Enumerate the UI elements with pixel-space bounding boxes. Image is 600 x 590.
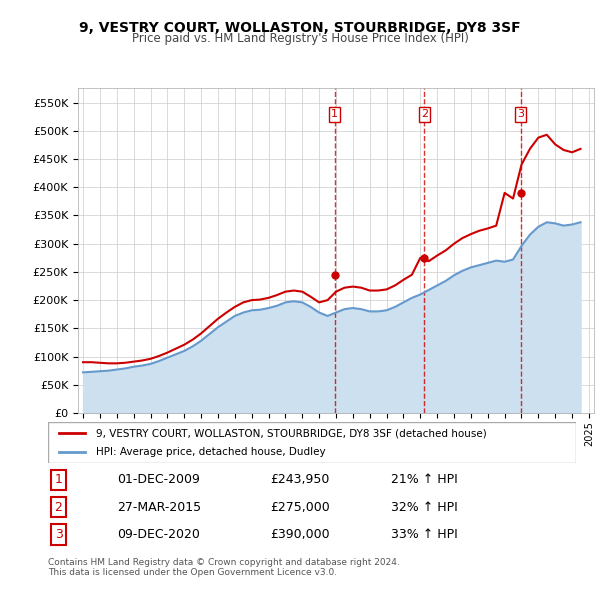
Text: This data is licensed under the Open Government Licence v3.0.: This data is licensed under the Open Gov… (48, 568, 337, 576)
Text: 1: 1 (55, 473, 62, 486)
Text: 2: 2 (421, 110, 428, 119)
Point (419, 253, 429, 263)
Text: 9, VESTRY COURT, WOLLASTON, STOURBRIDGE, DY8 3SF: 9, VESTRY COURT, WOLLASTON, STOURBRIDGE,… (79, 21, 521, 35)
Text: 01-DEC-2009: 01-DEC-2009 (116, 473, 200, 486)
FancyBboxPatch shape (48, 422, 576, 463)
Text: 1: 1 (331, 110, 338, 119)
Text: 27-MAR-2015: 27-MAR-2015 (116, 501, 201, 514)
Text: 3: 3 (55, 528, 62, 541)
Text: 21% ↑ HPI: 21% ↑ HPI (391, 473, 458, 486)
Text: £243,950: £243,950 (270, 473, 329, 486)
Text: 33% ↑ HPI: 33% ↑ HPI (391, 528, 458, 541)
Text: 3: 3 (517, 110, 524, 119)
Text: 9, VESTRY COURT, WOLLASTON, STOURBRIDGE, DY8 3SF (detached house): 9, VESTRY COURT, WOLLASTON, STOURBRIDGE,… (95, 428, 486, 438)
Text: 09-DEC-2020: 09-DEC-2020 (116, 528, 200, 541)
Text: 32% ↑ HPI: 32% ↑ HPI (391, 501, 458, 514)
Point (516, 188, 526, 198)
Point (330, 271, 340, 280)
Text: Contains HM Land Registry data © Crown copyright and database right 2024.: Contains HM Land Registry data © Crown c… (48, 558, 400, 566)
Text: £275,000: £275,000 (270, 501, 329, 514)
Text: 2: 2 (55, 501, 62, 514)
Text: HPI: Average price, detached house, Dudley: HPI: Average price, detached house, Dudl… (95, 447, 325, 457)
Text: Price paid vs. HM Land Registry's House Price Index (HPI): Price paid vs. HM Land Registry's House … (131, 32, 469, 45)
Text: £390,000: £390,000 (270, 528, 329, 541)
